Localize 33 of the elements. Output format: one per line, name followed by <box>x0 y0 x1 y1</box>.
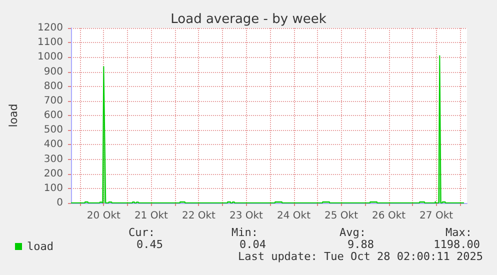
y-tick-label: 500 <box>44 124 63 136</box>
text: 1198.00 <box>434 238 480 251</box>
y-tick-label: 300 <box>44 154 63 165</box>
y-tick-label: 1200 <box>38 22 63 34</box>
text: 0.45 <box>136 238 163 251</box>
text: Min: <box>232 226 258 239</box>
legend-label: load <box>27 240 54 253</box>
y-tick-label: 900 <box>44 66 63 78</box>
x-tick-label: 23 Okt <box>229 210 264 222</box>
y-tick-label: 1100 <box>38 37 63 48</box>
y-tick-label: 700 <box>44 95 63 106</box>
text: 9.88 <box>348 238 374 251</box>
text: Max: <box>446 226 472 239</box>
x-tick-label: 20 Okt <box>86 210 120 222</box>
y-tick-label: 600 <box>44 110 63 121</box>
x-tick-label: 21 Okt <box>134 210 168 222</box>
y-tick-label: 1000 <box>38 52 63 63</box>
x-tick-label: 26 Okt <box>372 210 406 222</box>
y-tick-label: 800 <box>44 80 63 92</box>
text: Cur: <box>128 226 155 239</box>
y-tick-label: 0 <box>56 198 63 208</box>
x-tick-label: 24 Okt <box>277 210 311 222</box>
x-tick-label: 25 Okt <box>324 210 358 222</box>
y-tick-label: 200 <box>44 168 63 180</box>
y-tick-label: 400 <box>44 139 63 150</box>
y-tick-label: 100 <box>44 182 63 194</box>
text: Last update: Tue Oct 28 02:00:11 2025 <box>238 250 483 263</box>
x-tick-label: 27 Okt <box>420 210 454 222</box>
y-axis-title: load <box>7 104 20 128</box>
x-tick-label: 22 Okt <box>182 210 216 222</box>
chart-title: Load average - by week <box>170 12 327 27</box>
text: Avg: <box>340 226 366 239</box>
text: 0.04 <box>240 238 266 251</box>
